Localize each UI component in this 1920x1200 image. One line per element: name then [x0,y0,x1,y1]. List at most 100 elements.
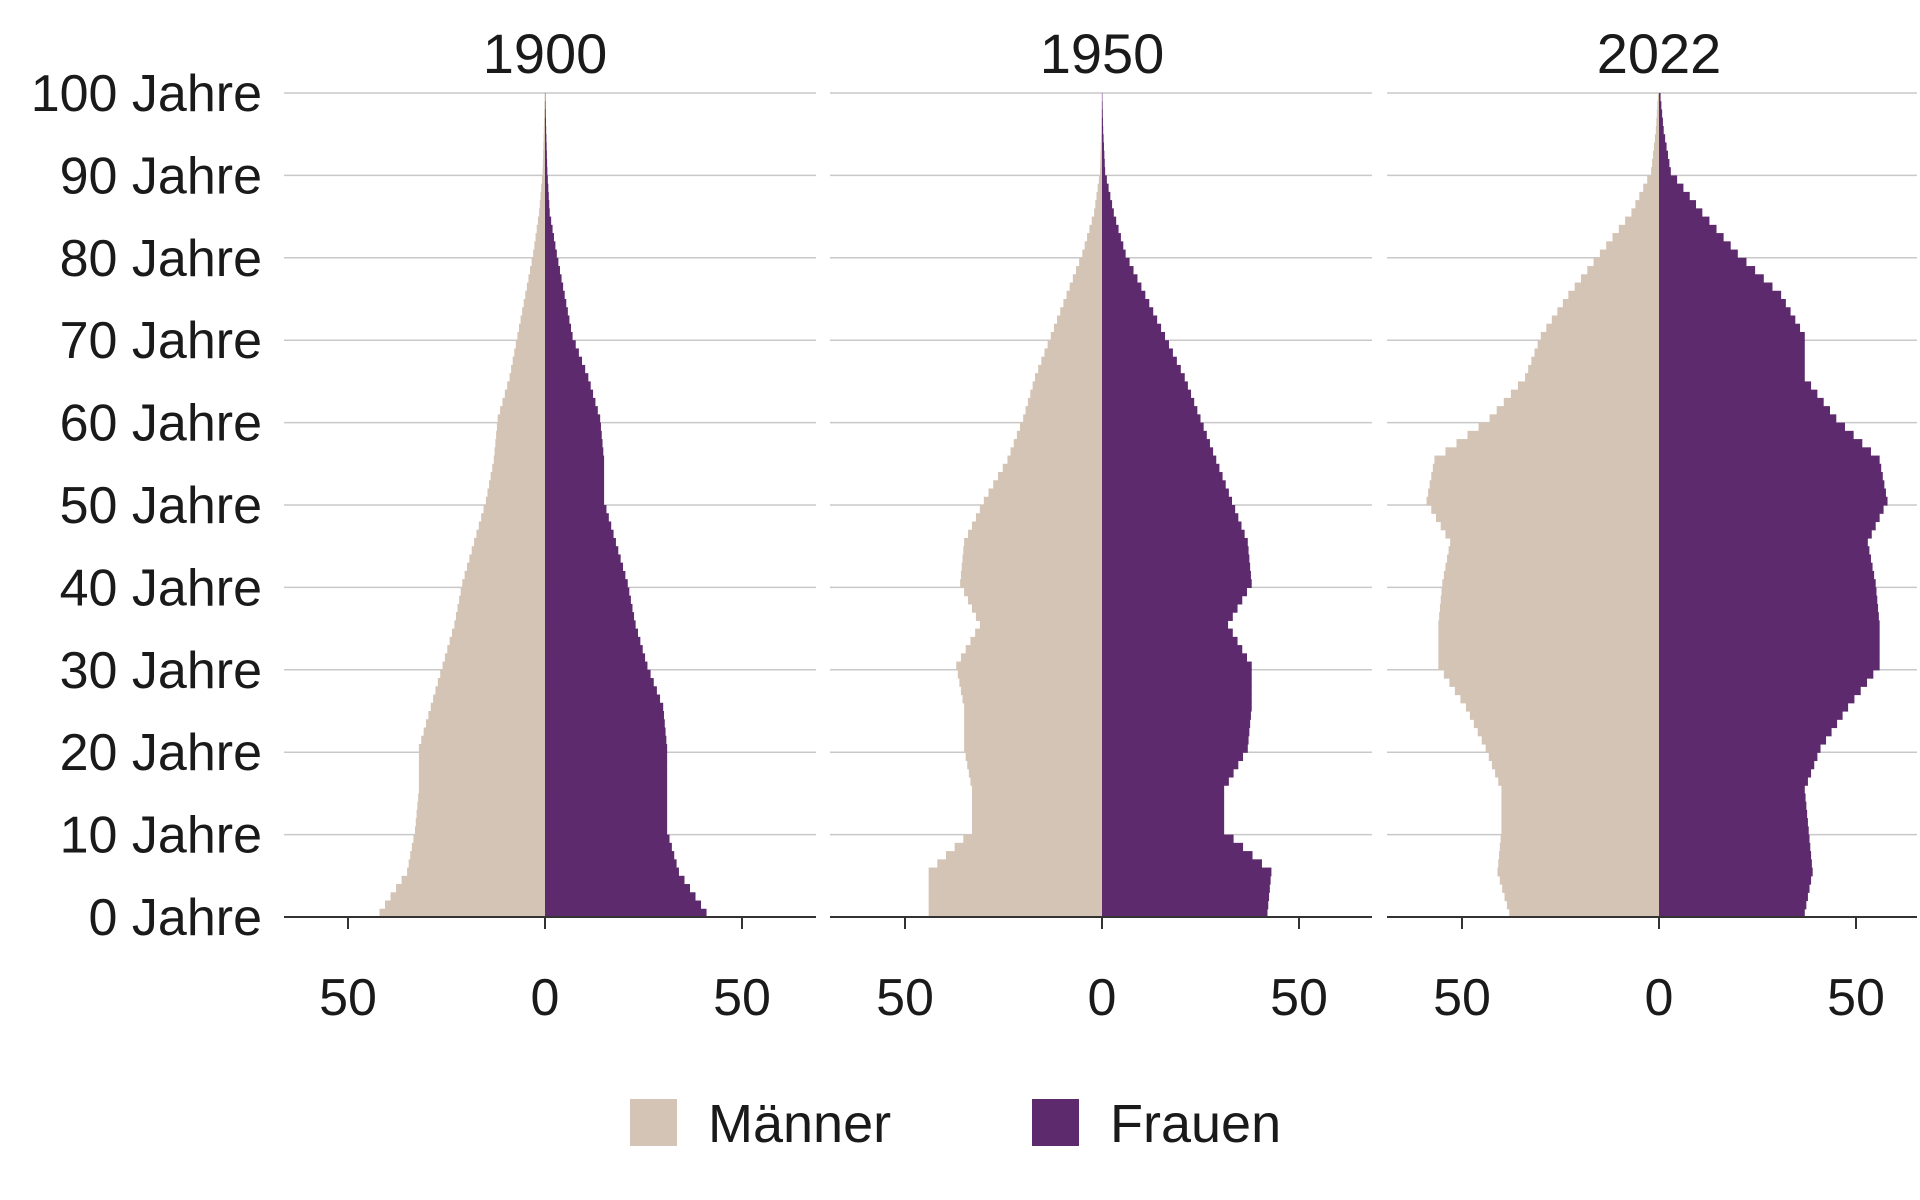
bar-frauen [1659,389,1818,399]
bar-maenner [528,274,545,284]
legend-swatch [1032,1099,1079,1146]
bar-frauen [1659,867,1813,877]
bar-maenner [954,842,1102,852]
bar-maenner [963,834,1102,844]
bar-frauen [545,266,560,275]
bar-frauen [1659,760,1815,770]
y-tick-label: 60 Jahre [60,395,262,453]
bar-maenner [469,554,545,564]
bar-maenner [1101,117,1102,127]
bar-frauen [1659,183,1684,193]
bar-frauen [545,760,668,770]
bar-frauen [1102,719,1251,729]
bar-maenner [1656,117,1659,127]
bar-frauen [1102,892,1270,902]
bar-maenner [502,397,545,407]
bar-frauen [545,233,554,242]
bar-maenner [971,793,1102,803]
bar-frauen [1102,323,1162,333]
bar-maenner [1631,208,1659,218]
bar-frauen [1102,809,1225,819]
bar-maenner [1438,636,1659,646]
bar-frauen [1659,299,1786,308]
y-tick-label: 70 Jahre [60,312,262,370]
bar-frauen [1659,875,1812,885]
bar-maenner [964,587,1102,597]
bar-maenner [541,175,545,185]
bar-maenner [1431,472,1659,481]
bar-maenner [411,842,545,852]
bar-frauen [545,554,621,564]
bar-frauen [1659,134,1666,144]
bar-maenner [1499,875,1659,885]
bar-frauen [545,480,605,490]
bar-frauen [1102,735,1249,745]
bar-maenner [462,579,545,588]
bar-frauen [1102,463,1220,473]
bar-maenner [928,884,1102,893]
bar-maenner [1094,208,1102,218]
bar-maenner [1445,562,1659,572]
bar-frauen [1659,537,1868,547]
bar-maenner [1038,364,1102,374]
bar-maenner [1540,331,1659,341]
legend: Männer Frauen [630,1094,1281,1154]
bar-frauen [545,109,546,119]
bar-frauen [545,323,572,333]
bar-maenner [975,513,1102,523]
bar-frauen [1659,125,1664,135]
bar-maenner [504,389,545,399]
bar-maenner [964,727,1102,737]
bar-frauen [1659,546,1870,556]
bar-frauen [545,628,638,638]
bar-frauen [545,167,548,176]
bar-frauen [1102,422,1204,432]
bar-maenner [452,628,545,638]
bar-maenner [1481,735,1659,745]
bar-maenner [487,488,545,498]
bar-maenner [960,686,1102,696]
bar-maenner [971,818,1102,827]
bar-frauen [1659,488,1886,498]
bar-maenner [418,760,545,770]
bar-maenner [481,513,545,523]
bar-maenner [928,867,1102,877]
bar-frauen [1102,249,1126,259]
bar-frauen [545,463,605,473]
x-tick-label: 0 [1645,969,1674,1027]
bar-maenner [962,554,1102,564]
bar-frauen [545,842,672,852]
bar-frauen [1102,109,1103,119]
bar-maenner [1537,340,1659,350]
bar-frauen [1659,496,1888,506]
bar-maenner [1652,158,1659,168]
bar-maenner [1100,150,1102,160]
bar-frauen [545,455,605,465]
bar-frauen [1102,694,1252,704]
bar-maenner [1100,142,1102,152]
bar-frauen [1659,241,1731,251]
bar-frauen [545,389,594,399]
bar-frauen [545,603,633,613]
bar-maenner [1445,447,1659,457]
bar-maenner [1551,315,1659,325]
bar-maenner [1025,406,1102,415]
bar-frauen [1102,653,1247,663]
bar-frauen [545,661,648,671]
bar-maenner [1438,653,1659,663]
bar-frauen [545,826,668,836]
bar-frauen [1102,752,1244,762]
bar-maenner [1528,364,1659,374]
bar-maenner [544,117,545,127]
bar-frauen [1659,224,1717,234]
bar-frauen [1659,348,1805,358]
bar-maenner [970,776,1102,786]
bar-frauen [545,134,547,144]
bar-maenner [1445,529,1659,539]
bar-frauen [545,381,591,391]
bar-maenner [418,785,545,794]
bar-maenner [1023,414,1102,424]
bar-maenner [1007,455,1102,465]
bar-maenner [1506,900,1659,910]
bar-maenner [1100,158,1102,168]
